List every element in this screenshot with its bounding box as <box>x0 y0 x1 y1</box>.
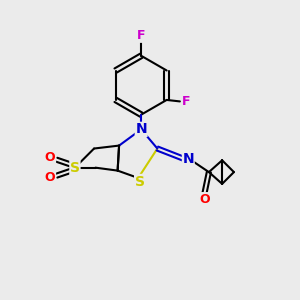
Text: O: O <box>45 151 56 164</box>
Text: F: F <box>137 29 146 42</box>
Text: S: S <box>70 161 80 175</box>
Text: F: F <box>182 95 190 108</box>
Text: N: N <box>182 152 194 166</box>
Text: O: O <box>45 172 56 184</box>
Text: S: S <box>135 175 145 188</box>
Text: O: O <box>199 193 210 206</box>
Text: N: N <box>135 122 147 136</box>
